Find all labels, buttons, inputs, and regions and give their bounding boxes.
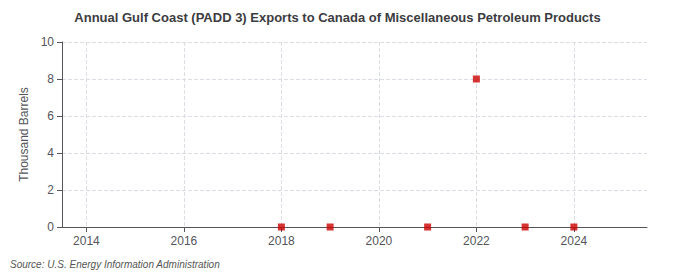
svg-text:Annual Gulf Coast (PADD 3) Exp: Annual Gulf Coast (PADD 3) Exports to Ca… — [74, 10, 600, 25]
svg-text:8: 8 — [47, 72, 54, 86]
svg-text:2022: 2022 — [463, 234, 490, 248]
svg-text:0: 0 — [47, 220, 54, 234]
svg-text:2018: 2018 — [268, 234, 295, 248]
svg-text:6: 6 — [47, 109, 54, 123]
svg-text:2024: 2024 — [561, 234, 588, 248]
svg-text:Source: U.S. Energy Informatio: Source: U.S. Energy Information Administ… — [10, 259, 220, 270]
svg-text:2: 2 — [47, 183, 54, 197]
svg-text:2014: 2014 — [73, 234, 100, 248]
svg-text:2016: 2016 — [171, 234, 198, 248]
svg-text:2020: 2020 — [366, 234, 393, 248]
svg-text:Thousand Barrels: Thousand Barrels — [17, 87, 31, 182]
svg-text:10: 10 — [41, 35, 55, 49]
svg-text:4: 4 — [47, 146, 54, 160]
